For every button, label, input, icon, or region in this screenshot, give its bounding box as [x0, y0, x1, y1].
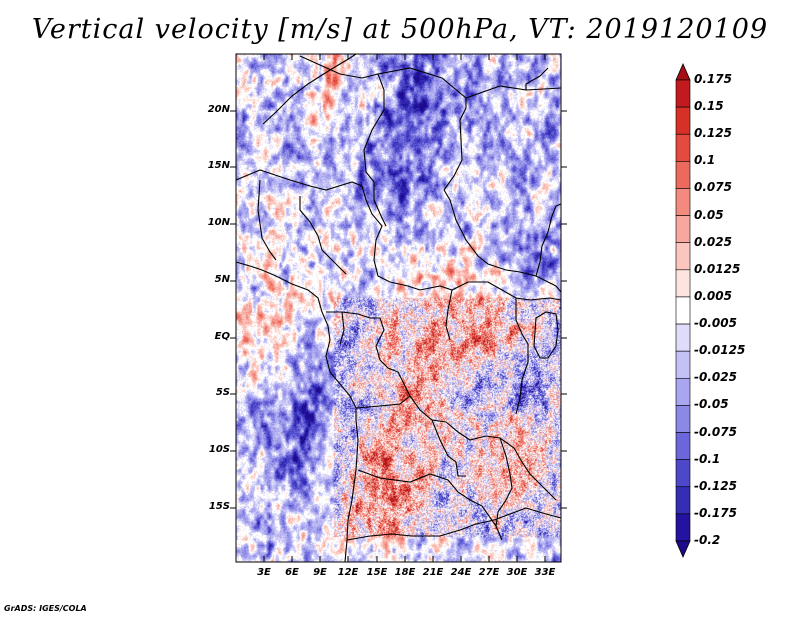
- latitude-label: EQ: [214, 331, 230, 342]
- longitude-label: 18E: [394, 567, 416, 578]
- latitude-label: 15N: [207, 160, 230, 171]
- longitude-label: 27E: [478, 567, 500, 578]
- colorbar-segment: [675, 405, 691, 433]
- colorbar-label: 0.05: [694, 207, 724, 222]
- colorbar-segment: [675, 133, 691, 162]
- longitude-label: 3E: [257, 567, 271, 578]
- colorbar-label: 0.175: [694, 72, 732, 86]
- longitude-label: 15E: [366, 567, 388, 578]
- colorbar-label: -0.125: [694, 478, 737, 493]
- colorbar-segment: [675, 188, 691, 216]
- colorbar-label: -0.005: [694, 316, 737, 331]
- colorbar-segment: [675, 106, 691, 135]
- latitude-label: 5N: [214, 274, 230, 285]
- colorbar-label: -0.1: [694, 451, 721, 466]
- latitude-label: 20N: [207, 104, 230, 115]
- velocity-field-map: [236, 54, 561, 562]
- chart-title: Vertical velocity [m/s] at 500hPa, VT: 2…: [31, 14, 769, 45]
- colorbar-label: -0.175: [694, 505, 737, 520]
- map-frame-border: [235, 53, 562, 563]
- colorbar-label: 0.125: [694, 126, 732, 141]
- longitude-label: 24E: [450, 567, 472, 578]
- colorbar-segment: [675, 323, 691, 352]
- colorbar-segment: [675, 350, 691, 379]
- colorbar-max-arrow: [675, 63, 691, 81]
- grads-credit: GrADS: IGES/COLA: [4, 604, 87, 613]
- colorbar-label: 0.0125: [694, 261, 741, 276]
- colorbar-label: -0.0125: [694, 343, 746, 358]
- colorbar-label: 0.1: [694, 153, 716, 168]
- colorbar-label: -0.025: [694, 370, 737, 385]
- colorbar-label: -0.075: [694, 424, 737, 439]
- colorbar-segment: [675, 79, 691, 108]
- latitude-ticks: [230, 110, 567, 509]
- colorbar-segment: [675, 432, 691, 460]
- longitude-label: 12E: [337, 567, 359, 578]
- latitude-label: 10S: [208, 444, 230, 455]
- colorbar-label: -0.05: [694, 397, 729, 412]
- colorbar-segment: [675, 486, 691, 515]
- latitude-label: 10N: [207, 217, 230, 228]
- colorbar-label: 0.025: [694, 234, 732, 249]
- country-borders: [235, 53, 562, 563]
- colorbar-segment: [675, 513, 691, 542]
- longitude-label: 21E: [422, 567, 444, 578]
- colorbar-segment: [675, 269, 691, 298]
- colorbar-label: 0.15: [694, 99, 724, 114]
- colorbar-segment: [675, 459, 691, 488]
- longitude-label: 30E: [506, 567, 528, 578]
- velocity-field-canvas: [236, 54, 561, 562]
- colorbar-segment: [675, 161, 691, 189]
- latitude-label: 15S: [208, 501, 230, 512]
- longitude-label: 9E: [313, 567, 327, 578]
- colorbar-min-arrow: [675, 540, 691, 558]
- colorbar: [675, 63, 691, 558]
- longitude-ticks: [263, 54, 546, 562]
- colorbar-segment: [675, 296, 691, 325]
- colorbar-segment: [675, 242, 691, 271]
- colorbar-label: 0.075: [694, 180, 732, 195]
- colorbar-segment: [675, 215, 691, 244]
- longitude-label: 33E: [534, 567, 556, 578]
- longitude-label: 6E: [285, 567, 299, 578]
- colorbar-label: 0.005: [694, 288, 732, 303]
- latitude-label: 5S: [215, 387, 230, 398]
- colorbar-segment: [675, 377, 691, 406]
- colorbar-label: -0.2: [694, 533, 721, 547]
